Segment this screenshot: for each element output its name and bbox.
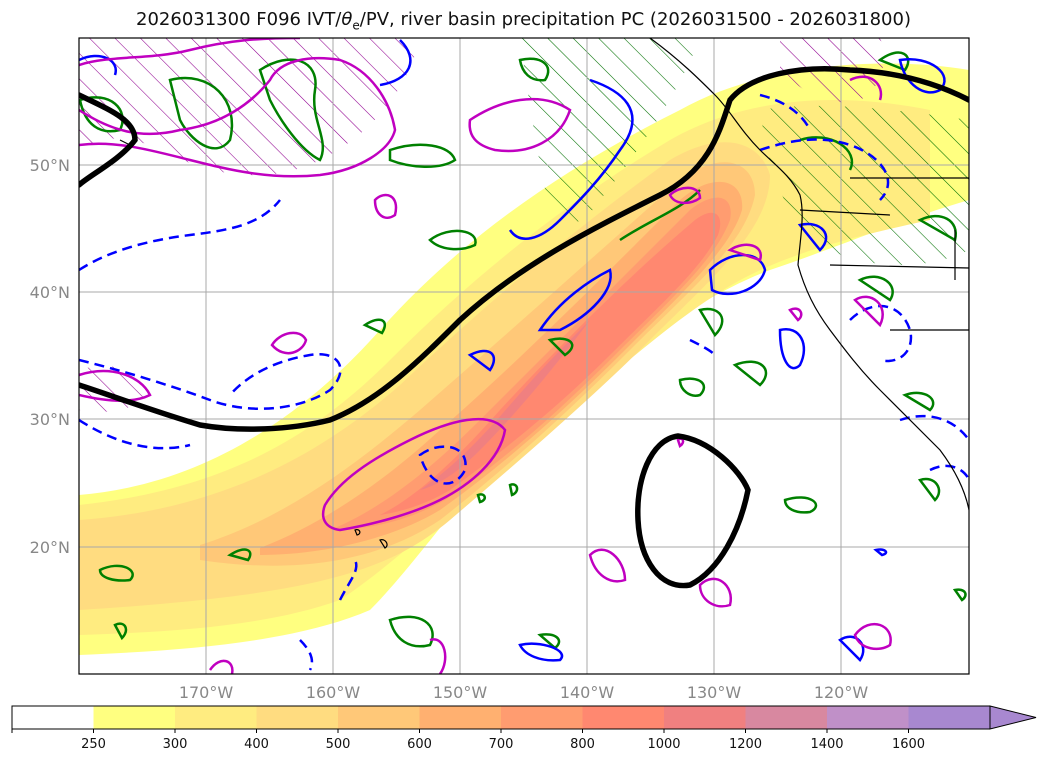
latitude-labels: 50°N 40°N 30°N 20°N bbox=[30, 156, 70, 557]
colorbar-segment bbox=[582, 706, 665, 729]
colorbar-segment bbox=[256, 706, 339, 729]
colorbar-segment bbox=[419, 706, 502, 729]
ivt-plume bbox=[79, 63, 969, 655]
longitude-labels: 170°W 160°W 150°W 140°W 130°W 120°W bbox=[179, 683, 869, 702]
map-frame bbox=[78, 37, 970, 675]
colorbar-label: 600 bbox=[407, 737, 432, 752]
colorbar-segment bbox=[745, 706, 828, 729]
lon-label: 160°W bbox=[306, 683, 361, 702]
lon-label: 140°W bbox=[560, 683, 615, 702]
colorbar-label: 1600 bbox=[892, 737, 925, 752]
colorbar-segment bbox=[12, 706, 94, 729]
colorbar-segment bbox=[664, 706, 746, 729]
colorbar-label: 800 bbox=[570, 737, 595, 752]
lon-label: 170°W bbox=[179, 683, 234, 702]
colorbar-segment bbox=[93, 706, 176, 729]
pv-negative-dashed bbox=[79, 93, 969, 671]
colorbar-label: 1000 bbox=[647, 737, 680, 752]
pv-negative-contours bbox=[79, 39, 946, 662]
lat-label: 40°N bbox=[30, 283, 70, 302]
map-plot-area bbox=[79, 38, 969, 674]
pv-positive-contours bbox=[79, 38, 892, 674]
colorbar-label: 500 bbox=[326, 737, 351, 752]
jet-contours bbox=[79, 66, 969, 589]
colorbar-label: 1400 bbox=[810, 737, 843, 752]
colorbar-label: 1200 bbox=[729, 737, 762, 752]
lon-label: 150°W bbox=[433, 683, 488, 702]
colorbar-extend-arrow bbox=[989, 705, 1037, 730]
colorbar-segment bbox=[175, 706, 257, 729]
lon-label: 130°W bbox=[687, 683, 742, 702]
coastline bbox=[119, 38, 969, 549]
colorbar-segment bbox=[908, 706, 991, 729]
colorbar-segment bbox=[338, 706, 420, 729]
colorbar-label: 700 bbox=[489, 737, 514, 752]
colorbar: 250 300 400 500 600 700 800 1000 1200 1400 1600 bbox=[11, 705, 1037, 752]
colorbar-label: 400 bbox=[244, 737, 269, 752]
colorbar-label: 300 bbox=[163, 737, 188, 752]
lat-label: 50°N bbox=[30, 156, 70, 175]
colorbar-segment bbox=[827, 706, 909, 729]
colorbar-label: 250 bbox=[81, 737, 106, 752]
lat-label: 20°N bbox=[30, 538, 70, 557]
colorbar-segment bbox=[501, 706, 583, 729]
lat-label: 30°N bbox=[30, 410, 70, 429]
map-title: 2026031300 F096 IVT/θe/PV, river basin p… bbox=[136, 9, 911, 33]
lon-label: 120°W bbox=[814, 683, 869, 702]
